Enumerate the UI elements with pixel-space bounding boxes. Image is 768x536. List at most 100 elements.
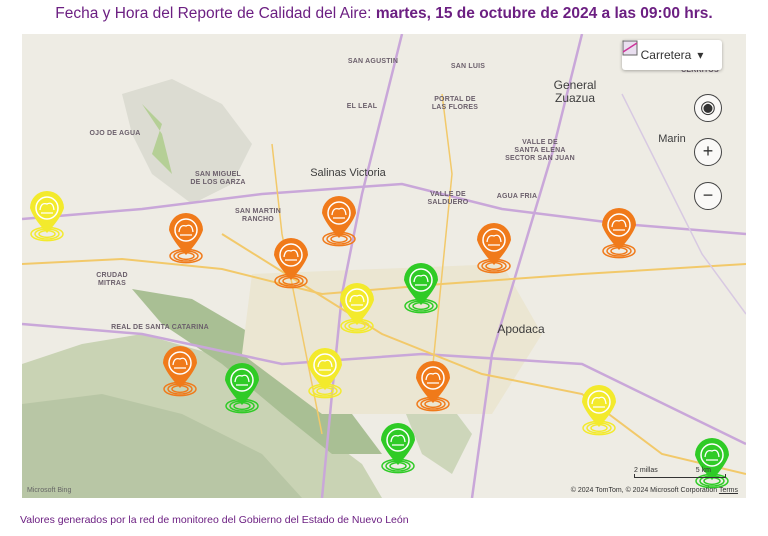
marker-face <box>327 201 351 225</box>
marker-face <box>279 243 303 267</box>
marker-icon <box>591 396 607 408</box>
place-label: PORTAL DE <box>434 96 476 103</box>
station-marker[interactable] <box>477 223 511 274</box>
marker-face <box>168 351 192 375</box>
place-label: DE LOS GARZA <box>190 179 245 186</box>
map-style-selector[interactable]: Carretera ▾ <box>622 40 722 70</box>
place-label: SAN MIGUEL <box>195 171 241 178</box>
station-marker[interactable] <box>582 385 616 436</box>
place-label: SAN LUIS <box>451 63 485 70</box>
terrain <box>142 104 172 174</box>
station-marker[interactable] <box>404 263 438 314</box>
place-label: Marin <box>658 133 686 145</box>
place-label: VALLE DE <box>522 139 558 146</box>
marker-face <box>700 443 724 467</box>
place-label: MITRAS <box>98 280 126 287</box>
station-marker[interactable] <box>163 346 197 397</box>
locate-button[interactable]: ◉ <box>694 94 722 122</box>
place-label: EL LEAL <box>347 103 378 110</box>
map[interactable]: SAN AGUSTIN SAN LUIS General Zuazua CERRITOS… <box>22 34 746 498</box>
station-marker[interactable] <box>274 238 308 289</box>
place-label: SALDUERO <box>428 199 469 206</box>
marker-icon <box>425 372 441 384</box>
zoom-out-button[interactable]: − <box>694 182 722 210</box>
marker-face <box>313 353 337 377</box>
report-title: Fecha y Hora del Reporte de Calidad del … <box>0 5 768 23</box>
marker-face <box>409 268 433 292</box>
station-marker[interactable] <box>225 363 259 414</box>
place-label: Zuazua <box>555 91 595 105</box>
terrain <box>22 394 302 498</box>
place-label: CRUDAD <box>96 272 128 279</box>
marker-face <box>482 228 506 252</box>
terms-link[interactable]: Terms <box>718 487 738 494</box>
station-marker[interactable] <box>381 423 415 474</box>
highway <box>470 34 584 498</box>
road <box>621 93 746 315</box>
scale-km: 5 km <box>695 467 711 474</box>
terrain <box>122 79 252 204</box>
marker-face <box>386 428 410 452</box>
scale-miles: 2 millas <box>634 467 658 474</box>
marker-face <box>421 366 445 390</box>
station-marker[interactable] <box>695 438 729 489</box>
marker-icon <box>39 202 55 214</box>
place-label: CERRITOS <box>681 67 719 74</box>
attribution: © 2024 TomTom, © 2024 Microsoft Corporat… <box>571 487 738 494</box>
place-label: SAN AGUSTIN <box>348 58 398 65</box>
marker-icon <box>611 219 627 231</box>
style-icon <box>622 40 638 56</box>
place-label: LAS FLORES <box>432 104 478 111</box>
highway <box>22 322 746 446</box>
zoom-in-button[interactable]: + <box>694 138 722 166</box>
marker-face <box>174 218 198 242</box>
station-marker[interactable] <box>340 283 374 334</box>
marker-face <box>230 368 254 392</box>
marker-icon <box>486 234 502 246</box>
place-label: General <box>554 78 597 92</box>
place-label: VALLE DE <box>430 191 466 198</box>
marker-icon <box>390 434 406 446</box>
footer-note: Valores generados por la red de monitore… <box>20 514 409 526</box>
report-datetime: martes, 15 de octubre de 2024 a las 09:0… <box>375 5 713 22</box>
marker-icon <box>413 274 429 286</box>
place-label: SECTOR SAN JUAN <box>505 155 575 162</box>
station-marker[interactable] <box>322 196 356 247</box>
scale-line <box>634 474 726 478</box>
scale-bar: 2 millas 5 km <box>634 467 734 478</box>
report-label: Fecha y Hora del Reporte de Calidad del … <box>55 5 372 22</box>
place-label: Apodaca <box>497 322 545 336</box>
place-label: Salinas Victoria <box>310 167 386 179</box>
copyright: © 2024 TomTom, © 2024 Microsoft Corporat… <box>570 487 718 494</box>
marker-face <box>607 213 631 237</box>
station-marker[interactable] <box>602 208 636 259</box>
map-logo: Microsoft Bing <box>27 487 72 494</box>
marker-icon <box>283 249 299 261</box>
place-label: SANTA ELENA <box>514 147 565 154</box>
place-label: SAN MARTIN <box>235 208 281 215</box>
terrain <box>132 289 382 454</box>
highway <box>320 34 404 498</box>
marker-icon <box>178 224 194 236</box>
style-label: Carretera <box>640 48 692 62</box>
marker-icon <box>317 359 333 371</box>
station-marker[interactable] <box>30 191 64 242</box>
place-label: AGUA FRIA <box>497 193 537 200</box>
place-label: OJO DE AGUA <box>90 130 141 137</box>
station-marker[interactable] <box>416 361 450 412</box>
road <box>431 93 453 375</box>
station-marker[interactable] <box>308 348 342 399</box>
marker-face <box>587 390 611 414</box>
marker-face <box>345 288 369 312</box>
marker-face <box>35 196 59 220</box>
station-marker[interactable] <box>169 213 203 264</box>
road <box>22 257 746 296</box>
marker-icon <box>331 207 347 219</box>
dropdown-arrow: ▾ <box>697 48 704 62</box>
place-label: REAL DE SANTA CATARINA <box>111 324 209 331</box>
marker-icon <box>704 449 720 461</box>
marker-icon <box>349 294 365 306</box>
place-label: RANCHO <box>242 216 274 223</box>
